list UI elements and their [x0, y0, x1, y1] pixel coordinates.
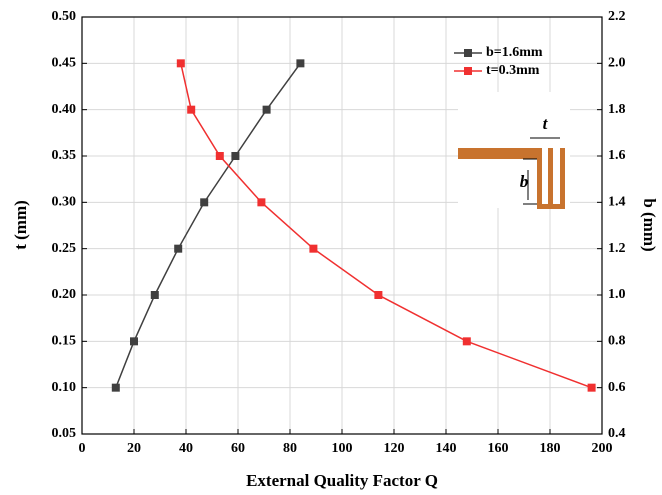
y2-tick-label: 2.2 [608, 9, 626, 24]
y-tick-label: 0.25 [52, 241, 77, 256]
marker [309, 244, 318, 253]
y2-tick-label: 1.4 [608, 195, 626, 210]
marker [187, 105, 196, 114]
y-tick-label: 0.35 [52, 148, 77, 163]
y-tick-label: 0.20 [52, 287, 77, 302]
y2-tick-label: 0.4 [608, 426, 626, 441]
marker [130, 337, 138, 346]
x-tick-label: 120 [384, 441, 405, 456]
marker [374, 291, 383, 299]
y2-tick-label: 2.0 [608, 56, 626, 71]
inset-label: t [543, 114, 549, 133]
y2-tick-label: 1.6 [608, 148, 626, 163]
x-tick-label: 60 [231, 441, 245, 456]
x-tick-label: 100 [332, 441, 353, 456]
marker [111, 383, 120, 392]
x-tick-label: 20 [127, 441, 141, 456]
y-tick-label: 0.05 [52, 426, 77, 441]
inset-label: b [520, 172, 529, 191]
x-tick-label: 200 [592, 441, 613, 456]
series-line [180, 63, 592, 389]
x-axis-label: External Quality Factor Q [246, 471, 438, 490]
y-tick-label: 0.40 [52, 102, 77, 117]
y-tick-label: 0.45 [52, 56, 77, 71]
y-tick-label: 0.50 [52, 9, 77, 24]
y-tick-label: 0.15 [52, 334, 77, 349]
marker [200, 198, 209, 207]
marker [150, 291, 159, 299]
x-tick-label: 140 [436, 441, 457, 456]
x-tick-label: 80 [283, 441, 297, 456]
y-tick-label: 0.30 [52, 195, 77, 210]
inset-feed [458, 148, 542, 159]
marker [262, 105, 271, 114]
legend-marker [464, 67, 472, 75]
y2-tick-label: 0.8 [608, 334, 626, 349]
inset-resonator [537, 148, 565, 209]
y-tick-label: 0.10 [52, 380, 77, 395]
x-tick-label: 40 [179, 441, 193, 456]
legend-label: t=0.3mm [486, 63, 540, 78]
y2-tick-label: 0.6 [608, 380, 626, 395]
x-tick-label: 180 [540, 441, 561, 456]
inset-diagram: t b [458, 92, 570, 209]
x-tick-label: 0 [79, 441, 86, 456]
series-line [115, 62, 302, 388]
marker [462, 337, 471, 346]
marker [176, 59, 185, 68]
marker [215, 152, 224, 160]
x-tick-label: 160 [488, 441, 509, 456]
y2-tick-label: 1.0 [608, 287, 626, 302]
marker [587, 383, 596, 392]
y2-axis-label: b (mm) [640, 198, 659, 251]
y-axis-label: t (mm) [11, 200, 30, 250]
marker [174, 244, 183, 253]
plot-frame [81, 16, 603, 435]
legend-label: b=1.6mm [486, 45, 543, 60]
marker [231, 152, 240, 160]
y2-tick-label: 1.8 [608, 102, 626, 117]
marker [257, 198, 266, 207]
y2-tick-label: 1.2 [608, 241, 626, 256]
legend-marker [464, 49, 472, 57]
marker [296, 59, 305, 68]
